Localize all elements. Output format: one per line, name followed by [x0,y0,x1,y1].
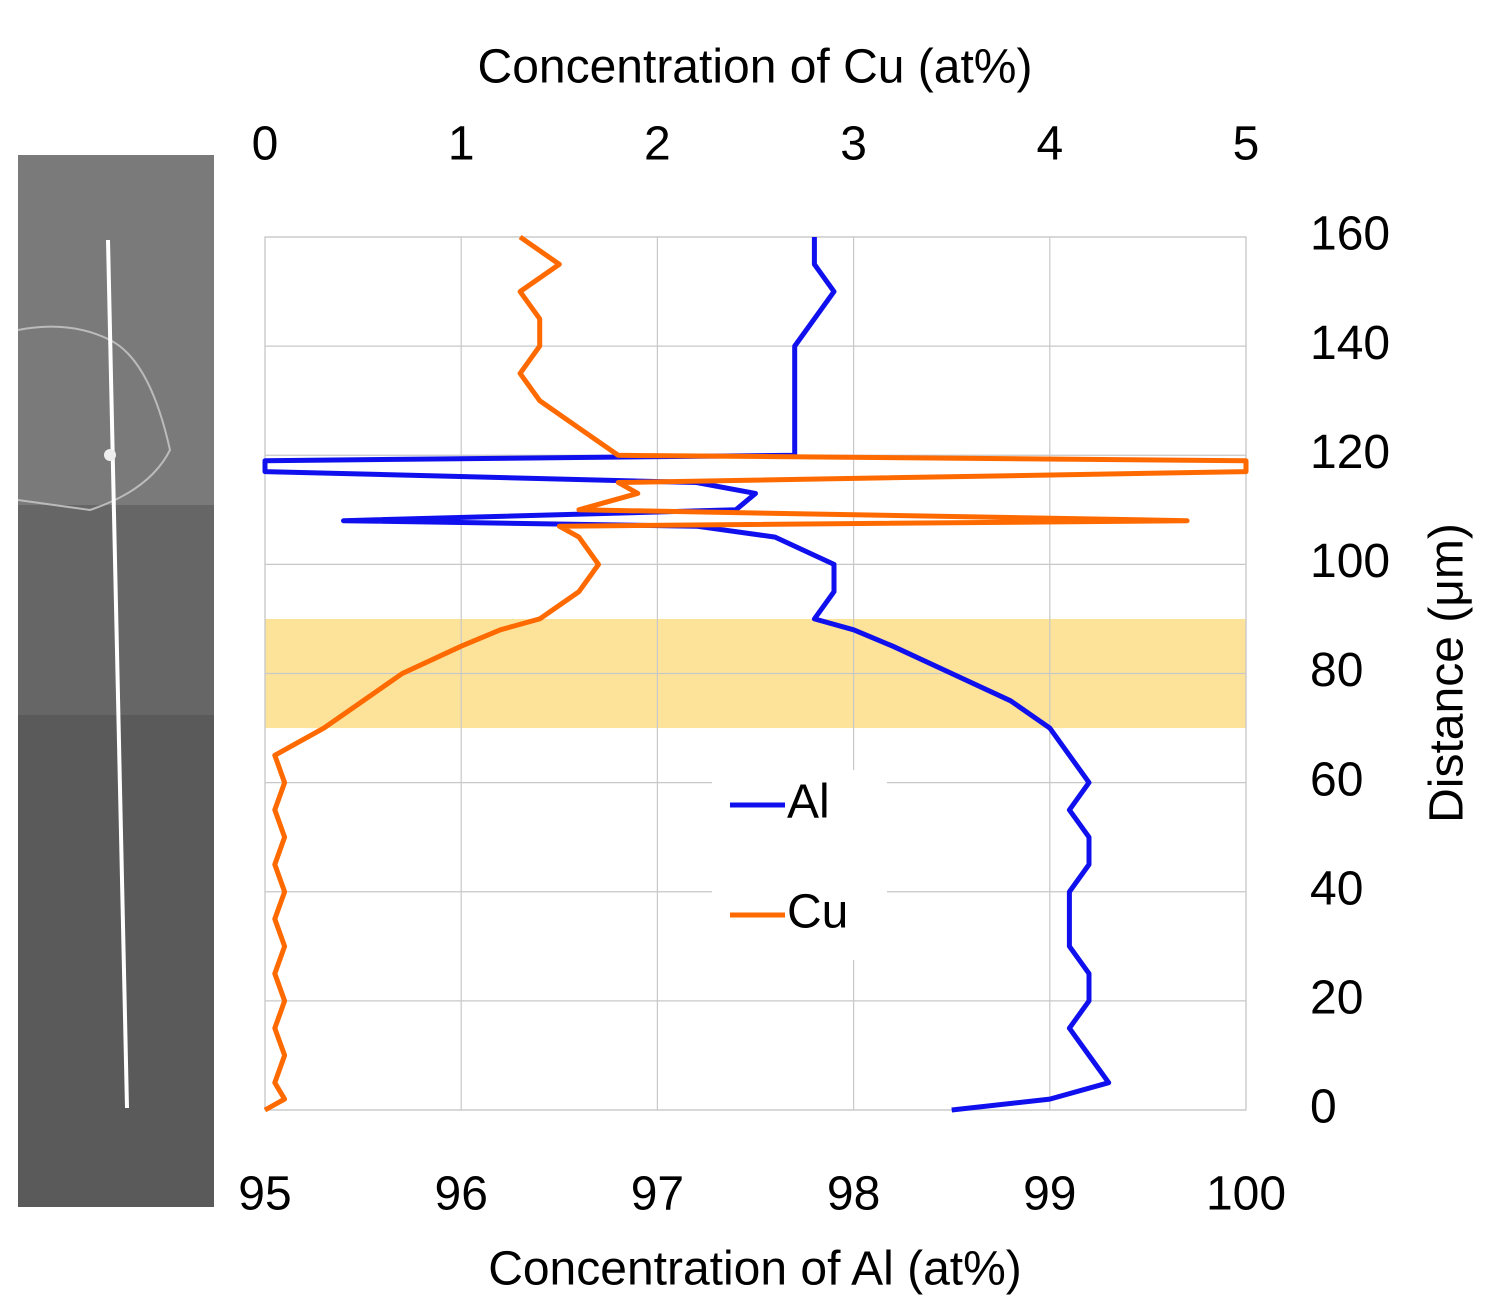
y-tick-label: 20 [1310,972,1363,1025]
y-tick-label: 40 [1310,862,1363,915]
y-tick-label: 140 [1310,317,1390,370]
data-line [262,237,1112,1113]
sem-image [17,155,214,1207]
x2-tick-label: 1 [448,118,475,171]
x2-axis-title: Concentration of Cu (at%) [478,41,1033,94]
legend-label: Cu [787,886,848,939]
x-tick-label: 95 [238,1168,291,1221]
x-tick-label: 96 [435,1168,488,1221]
x2-tick-label: 0 [252,118,279,171]
y-tick-label: 160 [1310,208,1390,261]
legend-label: Al [787,776,830,829]
y-tick-label: 80 [1310,644,1363,697]
x2-tick-label: 2 [644,118,671,171]
plot-frame [264,236,1247,1111]
x-tick-label: 97 [631,1168,684,1221]
legend-box [712,770,887,960]
y-axis-title: Distance (μm) [1421,523,1474,823]
x-axis-title: Concentration of Al (at%) [488,1243,1022,1296]
x-tick-label: 100 [1206,1168,1286,1221]
data-line [263,234,1249,1113]
x2-tick-label: 4 [1036,118,1063,171]
x-tick-label: 99 [1023,1168,1076,1221]
x2-tick-label: 3 [840,118,867,171]
y-tick-label: 60 [1310,753,1363,806]
x-tick-label: 98 [827,1168,880,1221]
y-tick-label: 120 [1310,426,1390,479]
y-tick-label: 100 [1310,535,1390,588]
y-tick-label: 0 [1310,1081,1337,1134]
x2-tick-label: 5 [1233,118,1260,171]
